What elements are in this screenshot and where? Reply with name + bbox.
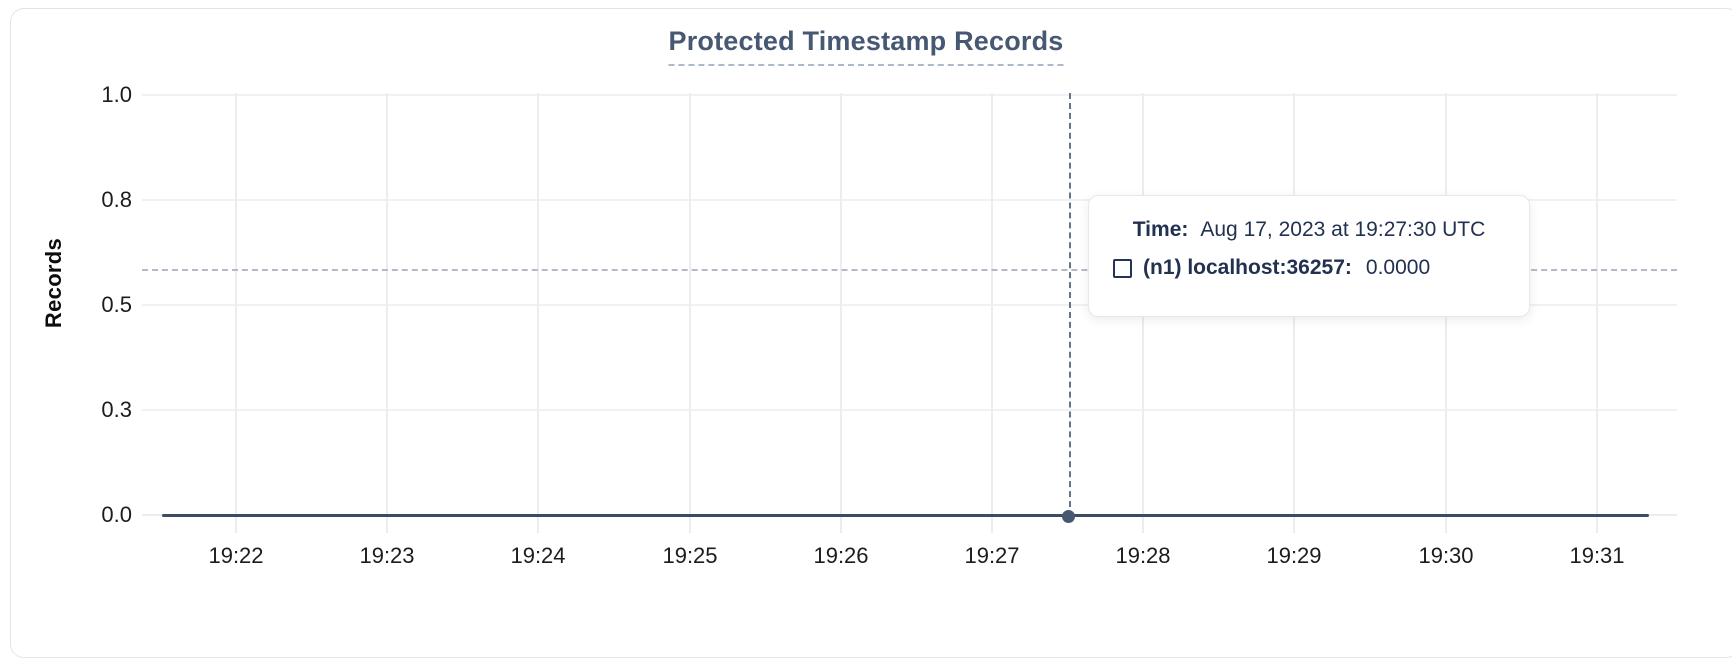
x-tick-label: 19:24 [510,543,566,568]
y-tick-label: 0.3 [101,397,132,422]
hover-point-dot [1062,510,1075,523]
gridline-vertical [991,93,993,533]
tooltip-series-value: 0.0000 [1365,256,1431,279]
x-tick-label: 19:28 [1115,543,1171,568]
x-tick-label: 19:25 [662,543,718,568]
tooltip-time-value: Aug 17, 2023 at 19:27:30 UTC [1200,218,1486,241]
y-tick-label: 0.0 [101,502,132,527]
gridline-vertical [537,93,539,533]
y-tick-label: 0.8 [101,187,132,212]
plot-area[interactable]: 1.0 0.8 0.5 0.3 0.0 19:22 19:23 19:24 19… [0,0,1732,628]
tooltip-time-label: Time: [1132,218,1189,241]
gridline-horizontal [142,94,1677,96]
crosshair-line [1069,93,1071,517]
series-checkbox-icon[interactable] [1113,258,1132,278]
chart-title[interactable]: Protected Timestamp Records [668,26,1064,66]
y-axis-title: Records [41,237,66,329]
tooltip-time-row: Time: Aug 17, 2023 at 19:27:30 UTC [1113,218,1505,242]
gridline-horizontal [142,199,1677,201]
x-tick-label: 19:22 [208,543,264,568]
hover-guide-line [142,269,1677,271]
y-tick-label: 0.5 [101,292,132,317]
tooltip-series-row: (n1) localhost:36257: 0.0000 [1113,256,1505,280]
gridline-horizontal [142,304,1677,306]
gridline-vertical [840,93,842,533]
gridline-vertical [1596,93,1598,533]
x-tick-label: 19:26 [813,543,869,568]
x-tick-label: 19:23 [359,543,415,568]
series-line [162,514,1649,517]
y-tick-label: 1.0 [101,82,132,107]
chart-tooltip: Time: Aug 17, 2023 at 19:27:30 UTC (n1) l… [1088,195,1530,317]
gridline-horizontal [142,409,1677,411]
tooltip-series-label: (n1) localhost:36257: [1143,256,1352,279]
gridline-vertical [235,93,237,533]
x-tick-label: 19:27 [964,543,1020,568]
gridline-vertical [386,93,388,533]
x-tick-label: 19:30 [1418,543,1474,568]
gridline-vertical [689,93,691,533]
x-tick-label: 19:31 [1569,543,1625,568]
x-tick-label: 19:29 [1266,543,1322,568]
